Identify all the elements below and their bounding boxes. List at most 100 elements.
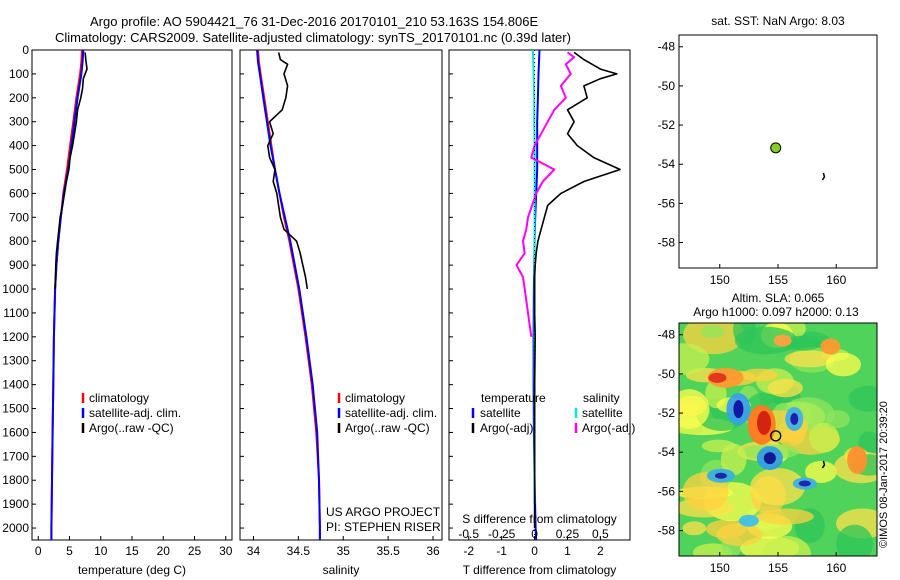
y-tick-label: 200 <box>9 91 29 105</box>
sla-patch <box>848 385 877 412</box>
x-tick-label-salinity-diff: 0 <box>531 527 538 541</box>
y-tick-label: 1600 <box>2 425 29 439</box>
map-y-tick-label: -50 <box>658 367 676 381</box>
sla-patch <box>700 325 725 339</box>
sla-eddy <box>773 334 792 347</box>
sla-patch <box>784 350 835 368</box>
diff-legend-label: satellite <box>582 406 623 420</box>
y-tick-label: 1200 <box>2 330 29 344</box>
sla-map-subtitle: Argo h1000: 0.097 h2000: 0.13 <box>693 305 859 319</box>
salinity-legend-label: climatology <box>345 391 405 405</box>
series-line <box>266 52 309 290</box>
y-tick-label: 700 <box>9 210 29 224</box>
y-tick-label: 1000 <box>2 282 29 296</box>
map-y-tick-label: -48 <box>658 328 676 342</box>
map-y-tick-label: -54 <box>658 445 676 459</box>
map-y-tick-label: -52 <box>658 406 676 420</box>
sla-patch <box>740 368 778 382</box>
credit-pi: PI: STEPHEN RISER <box>326 520 441 534</box>
sla-map-title: Altim. SLA: 0.065 <box>732 291 825 305</box>
sla-patch <box>733 323 756 346</box>
sla-patch <box>808 422 840 453</box>
x-tick-label: -1 <box>496 544 507 558</box>
diff-legend-label: satellite <box>480 406 521 420</box>
x-tick-label: 2 <box>597 544 604 558</box>
temperature-legend-label: climatology <box>89 391 149 405</box>
float-track-mark <box>821 172 826 181</box>
temperature-legend-label: Argo(..raw -QC) <box>89 421 174 435</box>
x-tick-label: 0 <box>531 544 538 558</box>
sla-patch <box>836 524 874 556</box>
series-line <box>54 52 88 290</box>
diff-legend-header-salinity: salinity <box>583 391 620 405</box>
series-line <box>515 51 576 337</box>
x-tick-label: 0 <box>35 544 42 558</box>
sla-eddy <box>757 410 772 435</box>
sla-eddy <box>847 446 868 475</box>
x-tick-label: 15 <box>125 544 139 558</box>
y-tick-label: 800 <box>9 234 29 248</box>
x-tick-label-salinity-diff: 0.5 <box>592 527 609 541</box>
sla-eddy <box>708 372 727 383</box>
sla-patch <box>767 378 803 398</box>
series-line <box>256 49 321 540</box>
map-x-tick-label: 155 <box>768 273 788 287</box>
map-x-tick-label: 150 <box>710 561 730 575</box>
y-tick-label: 300 <box>9 115 29 129</box>
map-y-tick-label: -50 <box>658 79 676 93</box>
map-y-tick-label: -58 <box>658 236 676 250</box>
map-x-tick-label: 155 <box>768 561 788 575</box>
sst-map-title: sat. SST: NaN Argo: 8.03 <box>711 14 845 28</box>
y-tick-label: 1400 <box>2 378 29 392</box>
salinity-legend-label: satellite-adj. clim. <box>345 406 437 420</box>
sla-patch <box>720 443 747 476</box>
sla-patch <box>682 521 707 536</box>
x-tick-label: 1 <box>564 544 571 558</box>
x-tick-label: 30 <box>219 544 233 558</box>
x-tick-label-salinity-diff: 0.25 <box>556 527 580 541</box>
x-tick-label: 10 <box>94 544 108 558</box>
x-tick-label: 35.5 <box>376 544 400 558</box>
sla-patch <box>825 352 861 377</box>
float-position-marker <box>770 430 782 442</box>
sla-field <box>679 323 877 556</box>
x-tick-label-salinity-diff: -0.25 <box>488 527 516 541</box>
sla-eddy <box>798 480 811 487</box>
map-y-tick-label: -54 <box>658 157 676 171</box>
sla-eddy <box>738 514 759 527</box>
sla-eddy <box>763 452 776 465</box>
y-tick-label: 1800 <box>2 473 29 487</box>
map-y-tick-label: -56 <box>658 196 676 210</box>
y-tick-label: 1900 <box>2 497 29 511</box>
x-tick-label: 34 <box>247 544 261 558</box>
diff-legend-label: Argo(-adj) <box>582 421 635 435</box>
y-tick-label: 600 <box>9 186 29 200</box>
figure-title-line-1: Argo profile: AO 5904421_76 31-Dec-2016 … <box>90 14 539 29</box>
panel-frame-1 <box>239 49 443 541</box>
y-tick-label: 400 <box>9 139 29 153</box>
figure-title-line-2: Climatology: CARS2009. Satellite-adjuste… <box>55 30 571 45</box>
salinity-legend-label: Argo(..raw -QC) <box>345 421 430 435</box>
x-tick-label: 36 <box>426 544 440 558</box>
map-x-tick-label: 160 <box>826 561 846 575</box>
panel-frame-0 <box>31 49 233 541</box>
sla-eddy <box>820 338 841 355</box>
x-tick-label-salinity-diff: -0.5 <box>458 527 479 541</box>
map-x-tick-label: 150 <box>710 273 730 287</box>
temperature-legend-label: satellite-adj. clim. <box>89 406 181 420</box>
series-line <box>533 51 621 528</box>
x-axis-label-salinity-diff: S difference from climatology <box>462 512 617 526</box>
map-y-tick-label: -56 <box>658 484 676 498</box>
sla-patch <box>716 522 763 547</box>
float-position-marker <box>770 142 782 154</box>
y-tick-label: 100 <box>9 67 29 81</box>
sla-eddy <box>733 400 744 419</box>
map-y-tick-label: -52 <box>658 118 676 132</box>
y-tick-label: 2000 <box>2 521 29 535</box>
x-tick-label: 25 <box>188 544 202 558</box>
x-tick-label: -2 <box>463 544 474 558</box>
y-tick-label: 900 <box>9 258 29 272</box>
y-tick-label: 1500 <box>2 402 29 416</box>
sla-patch <box>762 536 811 556</box>
